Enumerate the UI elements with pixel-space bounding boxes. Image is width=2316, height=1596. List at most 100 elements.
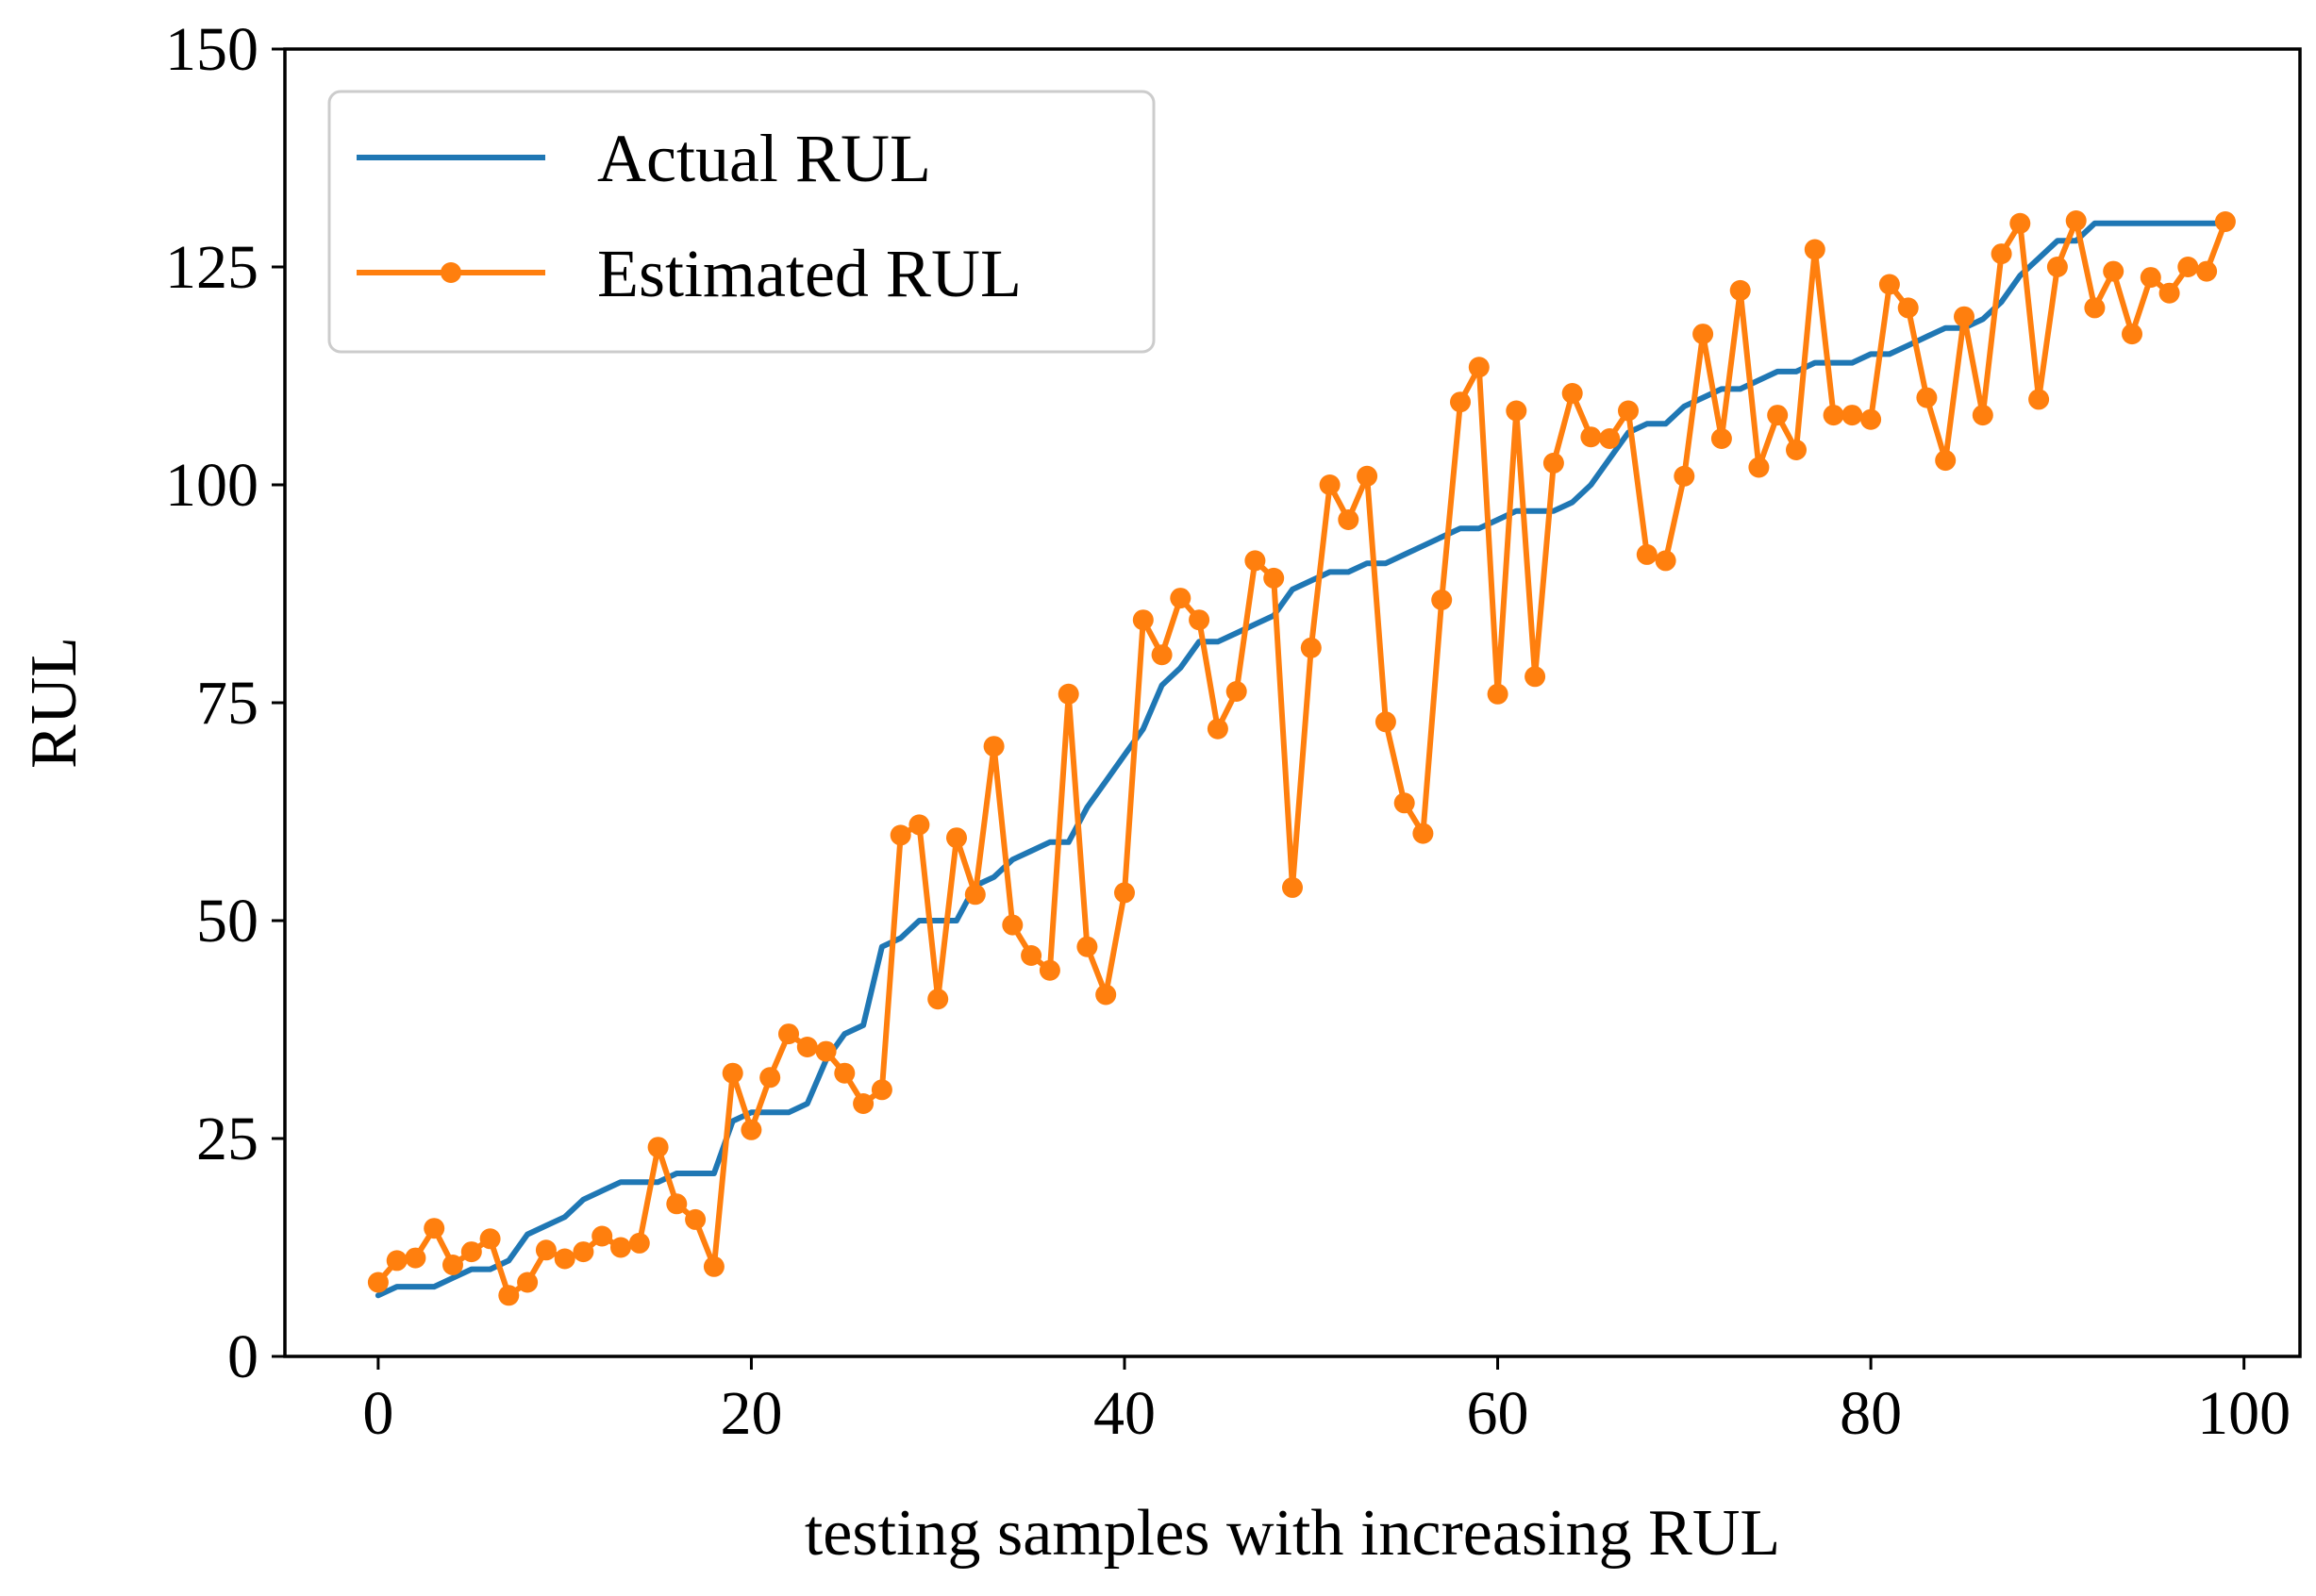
- x-tick-label: 0: [362, 1379, 393, 1448]
- data-point-estimated-rul: [2122, 324, 2142, 345]
- data-point-estimated-rul: [927, 989, 949, 1010]
- data-point-estimated-rul: [2140, 267, 2161, 289]
- data-point-estimated-rul: [1282, 876, 1303, 898]
- y-tick-label: 75: [196, 669, 258, 738]
- data-point-estimated-rul: [2158, 282, 2180, 304]
- data-point-estimated-rul: [1786, 440, 1807, 460]
- data-point-estimated-rul: [628, 1232, 650, 1254]
- data-point-estimated-rul: [1729, 279, 1751, 301]
- data-point-estimated-rul: [2046, 257, 2068, 277]
- data-point-estimated-rul: [1618, 400, 1639, 422]
- data-point-estimated-rul: [964, 884, 986, 906]
- data-point-estimated-rul: [479, 1228, 501, 1250]
- data-point-estimated-rul: [1319, 474, 1341, 495]
- x-tick-label: 60: [1467, 1379, 1529, 1448]
- data-point-estimated-rul: [890, 824, 911, 846]
- data-point-estimated-rul: [1244, 550, 1266, 572]
- data-point-estimated-rul: [554, 1248, 575, 1270]
- y-tick-label: 100: [165, 451, 258, 520]
- data-point-estimated-rul: [983, 736, 1005, 757]
- data-point-estimated-rul: [908, 814, 930, 836]
- data-point-estimated-rul: [1095, 984, 1117, 1006]
- y-tick-label: 25: [196, 1105, 258, 1173]
- data-point-estimated-rul: [2065, 210, 2087, 231]
- data-point-estimated-rul: [517, 1272, 539, 1293]
- data-point-estimated-rul: [1561, 383, 1583, 404]
- data-point-estimated-rul: [1580, 426, 1602, 448]
- x-tick-label: 20: [720, 1379, 782, 1448]
- y-tick-label: 125: [165, 233, 258, 302]
- y-axis-title: RUL: [18, 637, 91, 769]
- data-point-estimated-rul: [1841, 405, 1863, 426]
- data-point-estimated-rul: [778, 1023, 799, 1045]
- x-tick-label: 40: [1093, 1379, 1156, 1448]
- data-point-estimated-rul: [573, 1241, 594, 1263]
- data-point-estimated-rul: [1114, 882, 1135, 904]
- data-point-estimated-rul: [2196, 260, 2218, 282]
- legend: Actual RUL Estimated RUL: [327, 90, 1156, 354]
- y-tick-label: 0: [227, 1322, 258, 1391]
- y-tick-label: 150: [165, 15, 258, 84]
- data-point-estimated-rul: [1823, 405, 1844, 426]
- data-point-estimated-rul: [1972, 405, 1993, 426]
- legend-label-actual-rul: Actual RUL: [597, 121, 931, 196]
- data-point-estimated-rul: [1412, 823, 1434, 844]
- data-point-estimated-rul: [946, 827, 967, 849]
- data-point-estimated-rul: [1878, 274, 1900, 295]
- data-point-estimated-rul: [1897, 297, 1919, 319]
- data-point-estimated-rul: [1636, 543, 1658, 565]
- data-point-estimated-rul: [386, 1250, 408, 1272]
- series-line-estimated-rul: [375, 218, 2228, 1299]
- data-point-estimated-rul: [722, 1062, 743, 1084]
- data-point-estimated-rul: [1225, 681, 1247, 702]
- data-point-estimated-rul: [1151, 644, 1173, 666]
- data-point-estimated-rul: [1599, 428, 1621, 449]
- data-point-estimated-rul: [1748, 457, 1770, 478]
- data-point-estimated-rul: [1860, 408, 1882, 430]
- data-point-estimated-rul: [647, 1137, 669, 1158]
- data-point-estimated-rul: [460, 1241, 482, 1263]
- data-point-estimated-rul: [1357, 465, 1378, 487]
- data-point-estimated-rul: [1935, 450, 1957, 472]
- data-point-estimated-rul: [1263, 567, 1285, 589]
- data-point-estimated-rul: [424, 1218, 445, 1239]
- x-tick-label: 100: [2197, 1379, 2291, 1448]
- data-point-estimated-rul: [610, 1237, 631, 1258]
- x-axis-title: testing samples with increasing RUL: [805, 1497, 1780, 1570]
- data-point-estimated-rul: [1674, 465, 1695, 487]
- data-point-estimated-rul: [1375, 711, 1396, 733]
- data-point-estimated-rul: [1393, 792, 1415, 814]
- legend-label-estimated-rul: Estimated RUL: [597, 236, 1022, 311]
- data-point-estimated-rul: [1991, 243, 2012, 265]
- data-point-estimated-rul: [1916, 387, 1938, 408]
- data-point-estimated-rul: [1954, 306, 1974, 327]
- data-point-estimated-rul: [703, 1255, 725, 1277]
- x-tick-label: 80: [1840, 1379, 1902, 1448]
- data-point-estimated-rul: [1468, 357, 1490, 378]
- data-point-estimated-rul: [498, 1285, 520, 1306]
- data-point-estimated-rul: [796, 1037, 818, 1057]
- data-point-estimated-rul: [1002, 914, 1024, 936]
- data-point-estimated-rul: [591, 1225, 613, 1247]
- data-point-estimated-rul: [1189, 609, 1210, 631]
- data-point-estimated-rul: [442, 1255, 463, 1275]
- data-point-estimated-rul: [1170, 588, 1191, 609]
- data-point-estimated-rul: [2028, 389, 2050, 410]
- data-point-estimated-rul: [2084, 297, 2106, 319]
- data-point-estimated-rul: [2214, 211, 2236, 232]
- data-point-estimated-rul: [1506, 400, 1527, 422]
- data-point-estimated-rul: [1021, 945, 1042, 966]
- y-axis: 0 25 50 75 100 125 150: [165, 15, 285, 1391]
- data-point-estimated-rul: [1710, 428, 1732, 449]
- data-point-estimated-rul: [759, 1067, 781, 1089]
- plot-series: [367, 210, 2236, 1306]
- data-point-estimated-rul: [535, 1239, 557, 1261]
- data-point-estimated-rul: [685, 1208, 707, 1230]
- data-point-estimated-rul: [666, 1193, 688, 1215]
- data-point-estimated-rul: [741, 1119, 762, 1140]
- data-point-estimated-rul: [1692, 324, 1714, 345]
- data-point-estimated-rul: [1525, 666, 1546, 688]
- data-point-estimated-rul: [1767, 405, 1789, 426]
- data-point-estimated-rul: [1655, 550, 1676, 572]
